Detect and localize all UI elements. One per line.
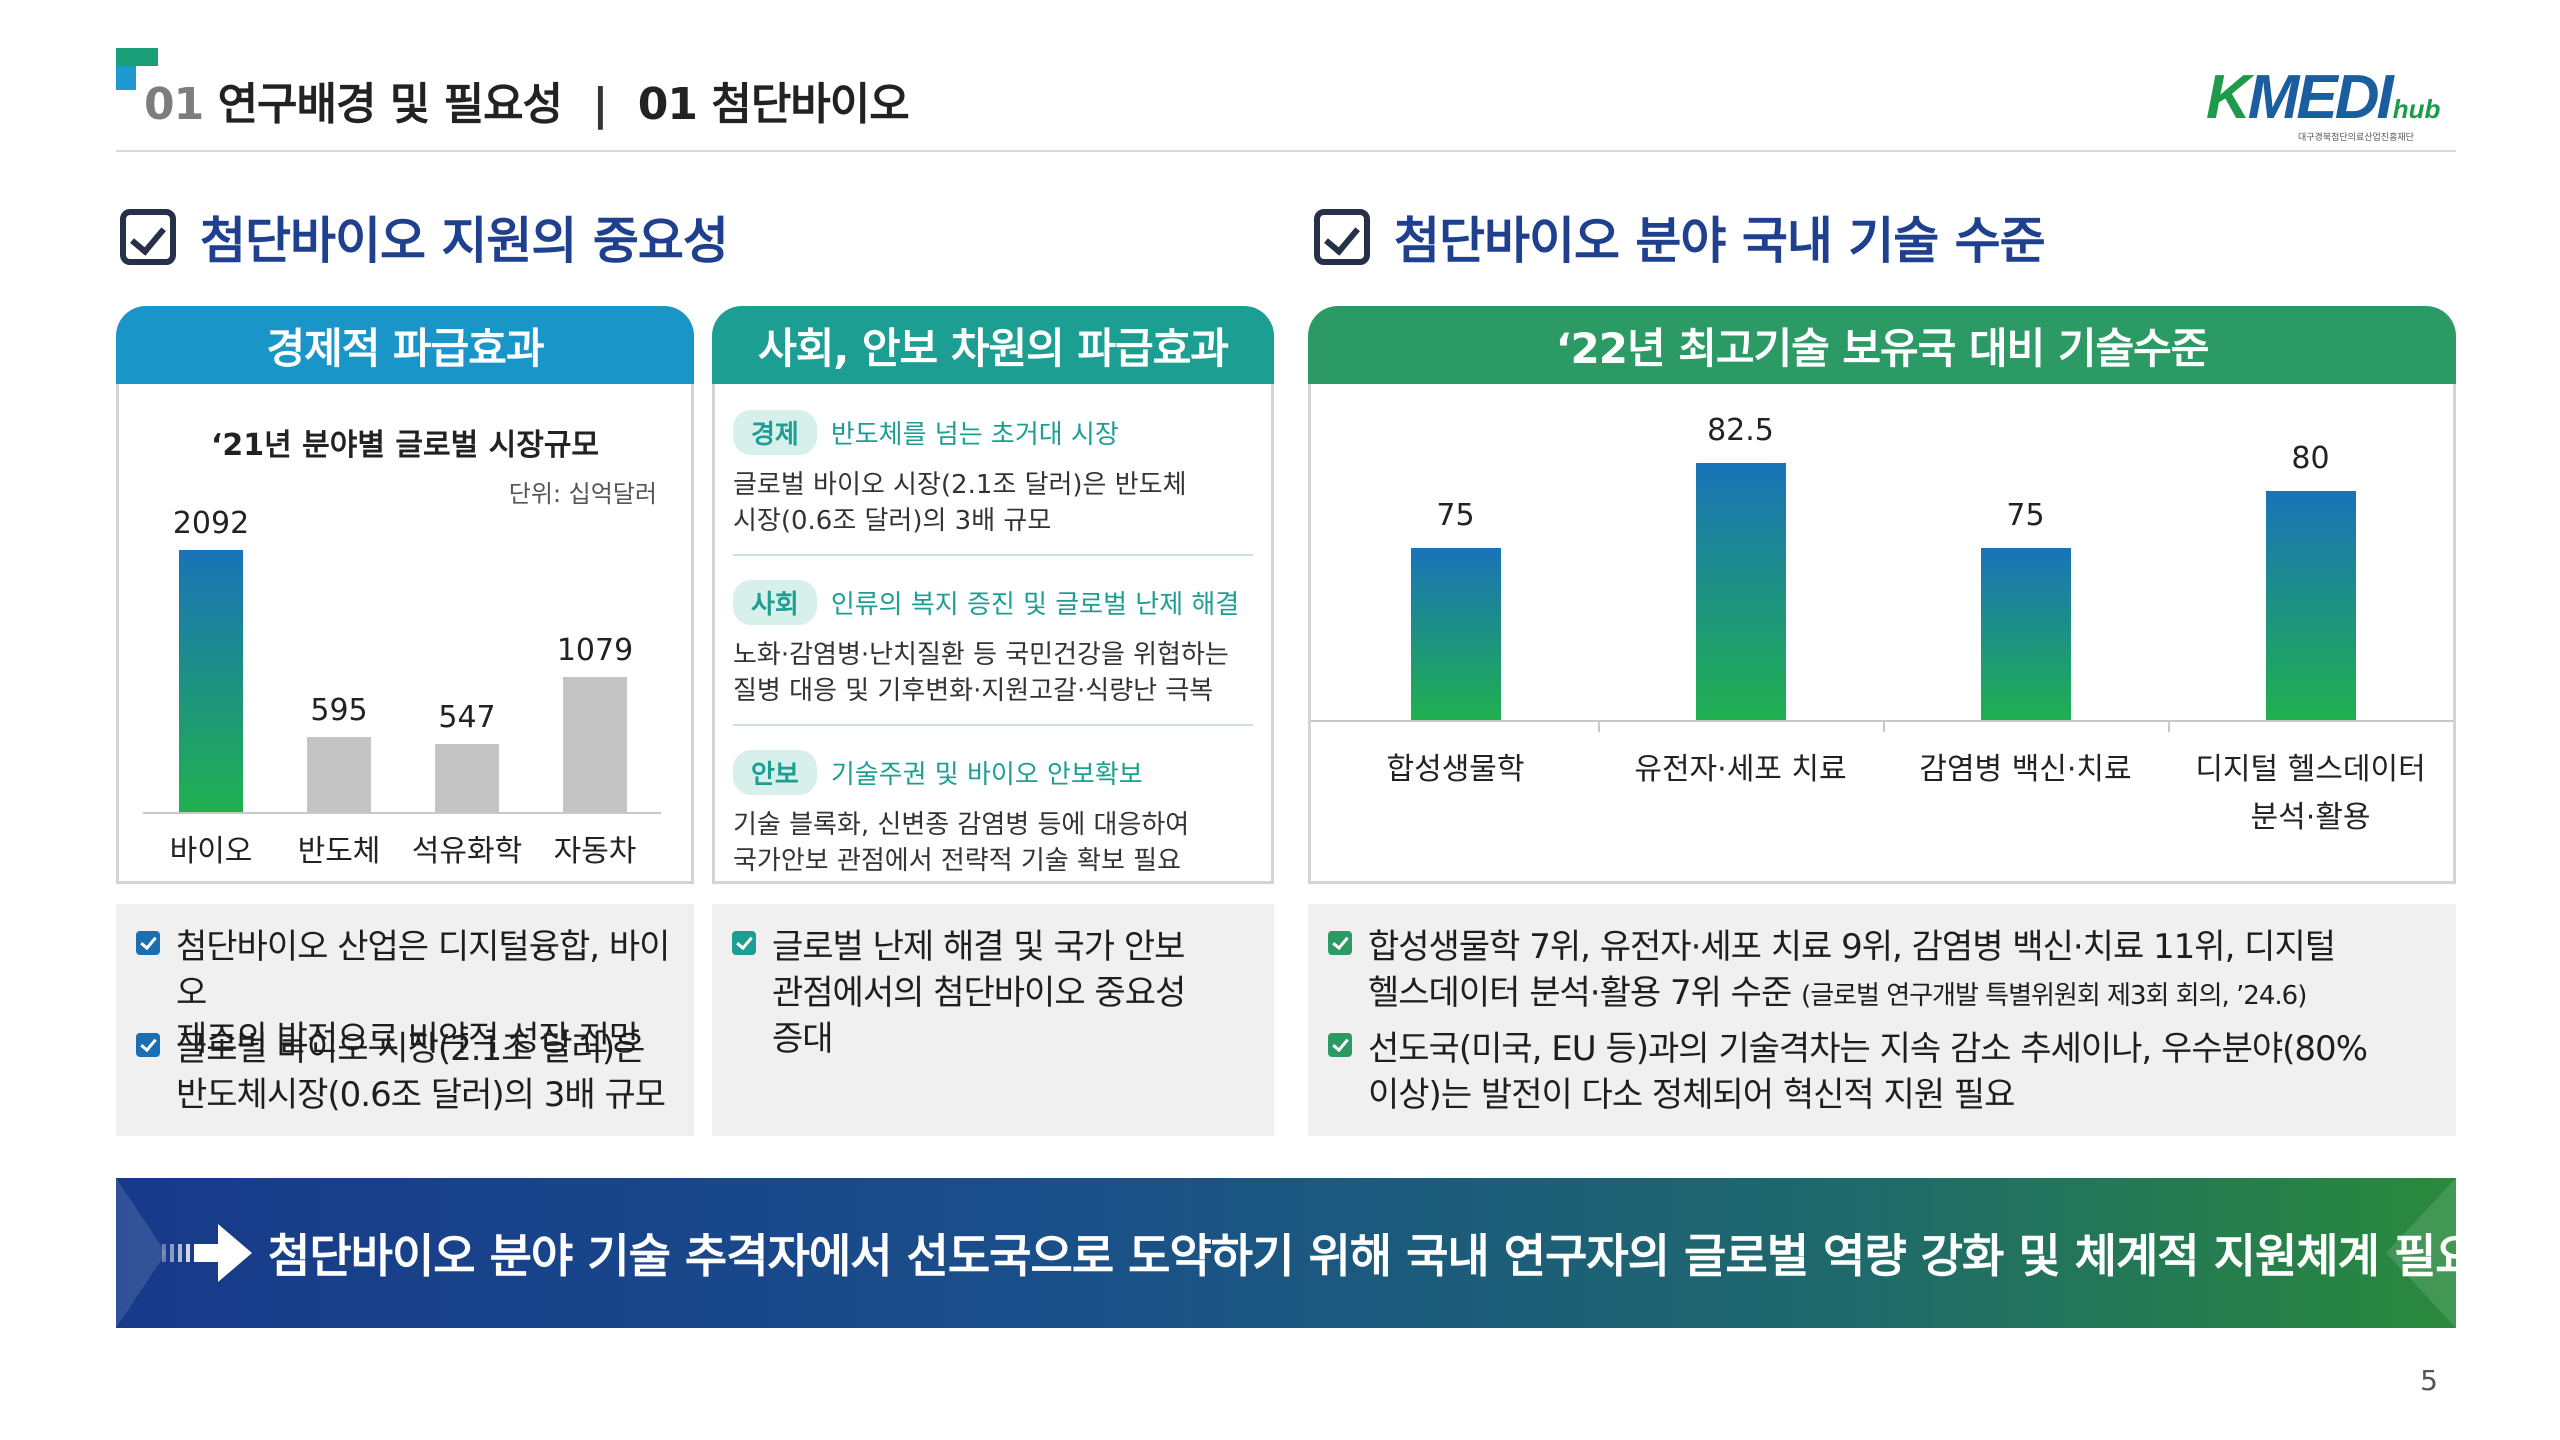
summary-item: 첨단바이오 산업은 디지털융합, 바이오 제조의 발전으로 비약적 성장 전망 bbox=[136, 924, 680, 1062]
kmedihub-logo: KMEDIhub 대구경북첨단의료산업진흥재단 bbox=[2206, 63, 2441, 143]
axis-tick bbox=[2168, 720, 2170, 732]
bar-디지털 헬스데이터 bbox=[2265, 491, 2356, 720]
data-label: 80 bbox=[2291, 441, 2330, 477]
sub-title: 첨단바이오 bbox=[711, 79, 909, 130]
right-section-title: 첨단바이오 분야 국내 기술 수준 bbox=[1314, 202, 2046, 272]
check-icon bbox=[1328, 931, 1352, 955]
category-label: 유전자·세포 치료 bbox=[1634, 752, 1847, 787]
check-icon bbox=[136, 1033, 160, 1057]
bar-감염병 백신·치료 bbox=[1980, 548, 2071, 720]
x-axis-line bbox=[1311, 720, 2453, 722]
page-number: 5 bbox=[2420, 1364, 2438, 1397]
item-body: 글로벌 바이오 시장(2.1조 달러)은 반도체 시장(0.6조 달러)의 3배… bbox=[733, 470, 1187, 536]
item-body: 노화·감염병·난치질환 등 국민건강을 위협하는 질병 대응 및 기후변화·지원… bbox=[733, 640, 1229, 706]
summary-item: 글로벌 난제 해결 및 국가 안보 관점에서의 첨단바이오 중요성 증대 bbox=[732, 924, 1260, 1062]
summary-box-economic: 첨단바이오 산업은 디지털융합, 바이오 제조의 발전으로 비약적 성장 전망 글… bbox=[116, 904, 694, 1136]
data-label: 1079 bbox=[556, 632, 634, 668]
market-size-chart: ‘21년 분야별 글로벌 시장규모 단위: 십억달러 2092 바이오 595 반도체… bbox=[116, 384, 694, 884]
data-label: 595 bbox=[310, 693, 368, 729]
list-item: 안보 기술주권 및 바이오 안보확보 기술 블록화, 신변종 감염병 등에 대응… bbox=[733, 750, 1253, 879]
checkbox-icon bbox=[120, 209, 176, 265]
list-item: 경제 반도체를 넘는 초거대 시장 글로벌 바이오 시장(2.1조 달러)은 반… bbox=[733, 410, 1253, 539]
item-body: 기술 블록화, 신변종 감염병 등에 대응하여 국가안보 관점에서 전략적 기술… bbox=[733, 810, 1190, 876]
conclusion-banner: 첨단바이오 분야 기술 추격자에서 선도국으로 도약하기 위해 국내 연구자의 … bbox=[116, 1178, 2456, 1328]
divider bbox=[733, 724, 1253, 726]
axis-tick bbox=[1598, 720, 1600, 732]
data-label: 75 bbox=[2006, 498, 2045, 534]
category-label: 디지털 헬스데이터 bbox=[2195, 752, 2426, 787]
axis-tick bbox=[1883, 720, 1885, 732]
bar-합성생물학 bbox=[1410, 548, 1501, 720]
panel-header-social-security: 사회, 안보 차원의 파급효과 bbox=[712, 306, 1274, 384]
panel-header-economic: 경제적 파급효과 bbox=[116, 306, 694, 384]
item-headline: 기술주권 및 바이오 안보확보 bbox=[830, 760, 1143, 790]
check-icon bbox=[732, 931, 756, 955]
tech-level-chart: 75 합성생물학 82.5 유전자·세포 치료 75 감염병 백신·치료 80 디지털 헬스데… bbox=[1308, 384, 2456, 884]
summary-item: 선도국(미국, EU 등)과의 기술격차는 지속 감소 추세이나, 우수분야(8… bbox=[1328, 1026, 2442, 1118]
data-label: 547 bbox=[438, 699, 496, 735]
x-axis-line bbox=[143, 812, 661, 814]
category-label: 바이오 bbox=[169, 834, 253, 869]
check-icon bbox=[1328, 1033, 1352, 1057]
category-label: 합성생물학 bbox=[1386, 752, 1525, 787]
arrow-right-icon bbox=[162, 1224, 252, 1282]
page-header: 01 연구배경 및 필요성 | 01 첨단바이오 KMEDIhub 대구경북첨단… bbox=[116, 48, 2456, 152]
summary-box-tech: 합성생물학 7위, 유전자·세포 치료 9위, 감염병 백신·치료 11위, 디… bbox=[1308, 904, 2456, 1136]
check-icon bbox=[136, 931, 160, 955]
sub-number: 01 bbox=[637, 79, 698, 130]
panel-header-tech-level: ‘22년 최고기술 보유국 대비 기술수준 bbox=[1308, 306, 2456, 384]
checkbox-icon bbox=[1314, 209, 1370, 265]
header-rule bbox=[116, 150, 2456, 152]
summary-item: 글로벌 바이오 시장(2.1조 달러)은 반도체시장(0.6조 달러)의 3배 규… bbox=[136, 1026, 680, 1118]
divider bbox=[733, 554, 1253, 556]
item-headline: 반도체를 넘는 초거대 시장 bbox=[830, 420, 1119, 450]
bar-석유화학 bbox=[435, 743, 499, 812]
list-item: 사회 인류의 복지 증진 및 글로벌 난제 해결 노화·감염병·난치질환 등 국… bbox=[733, 580, 1253, 709]
bar-자동차 bbox=[563, 676, 627, 812]
data-label: 82.5 bbox=[1707, 412, 1774, 448]
impact-list-panel: 경제 반도체를 넘는 초거대 시장 글로벌 바이오 시장(2.1조 달러)은 반… bbox=[712, 384, 1274, 884]
category-label-line2: 분석·활용 bbox=[2250, 800, 2371, 835]
tag-badge: 경제 bbox=[733, 410, 817, 455]
section-title: 연구배경 및 필요성 bbox=[217, 79, 563, 130]
data-label: 75 bbox=[1436, 498, 1475, 534]
category-label: 감염병 백신·치료 bbox=[1919, 752, 2132, 787]
page-title: 01 연구배경 및 필요성 | 01 첨단바이오 bbox=[144, 68, 910, 132]
category-label: 석유화학 bbox=[411, 834, 523, 869]
bar-반도체 bbox=[307, 737, 371, 812]
chart-title: ‘21년 분야별 글로벌 시장규모 bbox=[210, 428, 600, 463]
tag-badge: 안보 bbox=[733, 750, 817, 795]
header-accent-mark-top bbox=[116, 48, 158, 66]
summary-box-social: 글로벌 난제 해결 및 국가 안보 관점에서의 첨단바이오 중요성 증대 bbox=[712, 904, 1274, 1136]
category-label: 자동차 bbox=[553, 834, 637, 869]
summary-item: 합성생물학 7위, 유전자·세포 치료 9위, 감염병 백신·치료 11위, 디… bbox=[1328, 924, 2442, 1019]
tag-badge: 사회 bbox=[733, 580, 817, 625]
left-section-title: 첨단바이오 지원의 중요성 bbox=[120, 202, 729, 272]
bar-바이오 bbox=[179, 550, 243, 812]
title-divider: | bbox=[592, 79, 608, 130]
data-label: 2092 bbox=[172, 506, 250, 542]
category-label: 반도체 bbox=[297, 834, 381, 869]
bar-유전자·세포 치료 bbox=[1695, 462, 1786, 720]
item-headline: 인류의 복지 증진 및 글로벌 난제 해결 bbox=[830, 590, 1240, 620]
chart-unit: 단위: 십억달러 bbox=[508, 480, 657, 508]
section-number: 01 bbox=[144, 79, 204, 130]
banner-text: 첨단바이오 분야 기술 추격자에서 선도국으로 도약하기 위해 국내 연구자의 … bbox=[268, 1229, 2456, 1283]
